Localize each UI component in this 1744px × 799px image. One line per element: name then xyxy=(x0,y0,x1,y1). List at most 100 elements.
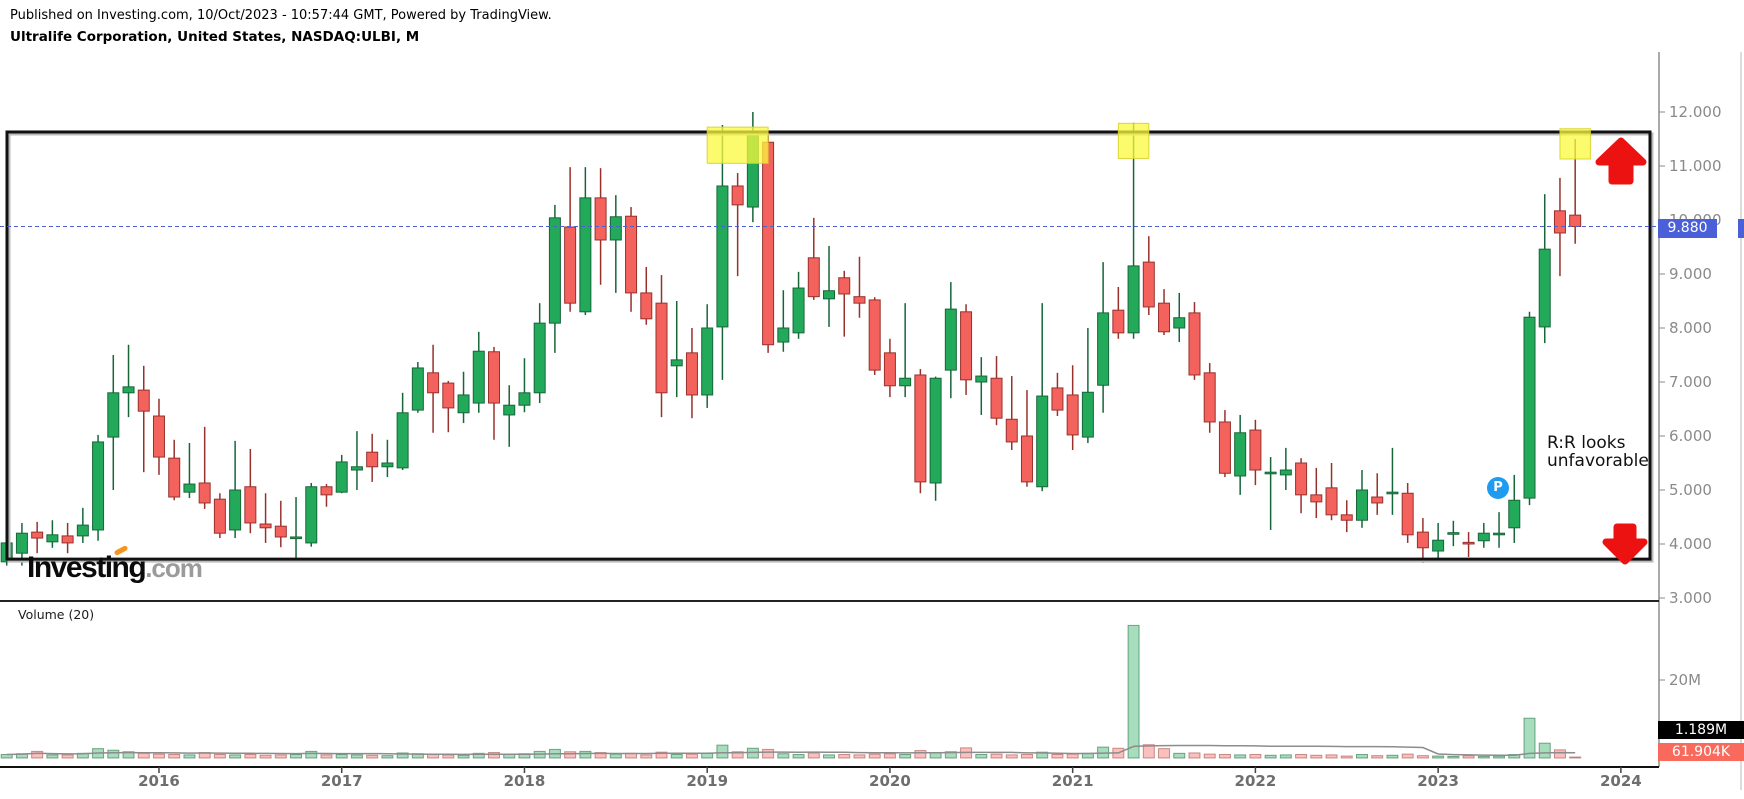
current-volume-badge: 61.904K xyxy=(1658,743,1744,761)
candle-body xyxy=(381,462,394,468)
price-tick-label: 9.000 xyxy=(1669,265,1712,283)
candle-body xyxy=(1036,395,1049,488)
volume-bar xyxy=(46,754,59,759)
volume-bar xyxy=(1355,753,1368,759)
volume-bar xyxy=(929,752,942,759)
volume-bar xyxy=(1218,753,1231,759)
candle-body xyxy=(487,351,500,404)
p-pin-marker[interactable]: P xyxy=(1487,477,1509,499)
volume-bar xyxy=(777,753,790,759)
resistance-box[interactable] xyxy=(5,130,1652,561)
volume-bar xyxy=(701,752,714,759)
candle-body xyxy=(244,486,257,524)
volume-bar xyxy=(1279,754,1292,759)
candle-body xyxy=(777,327,790,343)
volume-bar xyxy=(1066,753,1079,759)
volume-bar xyxy=(487,752,500,759)
candle-body xyxy=(853,296,866,304)
candle-body xyxy=(472,350,485,404)
volume-bar xyxy=(1051,753,1064,759)
volume-bar xyxy=(609,753,622,759)
candle-body xyxy=(685,352,698,396)
candle-body xyxy=(76,524,89,537)
candle-body xyxy=(107,392,120,438)
candle-body xyxy=(1142,261,1155,308)
candle-body xyxy=(670,359,683,367)
volume-bar xyxy=(1249,753,1262,759)
candle-body xyxy=(1523,316,1536,499)
candle-body xyxy=(1127,265,1140,334)
volume-bar xyxy=(213,753,226,759)
candle-body xyxy=(1462,541,1475,545)
candle-body xyxy=(640,292,653,320)
year-label: 2019 xyxy=(686,772,728,790)
candle-body xyxy=(762,141,775,346)
volume-ma-badge: 1.189M xyxy=(1658,721,1744,739)
candle-body xyxy=(929,377,942,484)
volume-bar xyxy=(762,748,775,759)
candle-body xyxy=(137,389,150,412)
candle-body xyxy=(625,215,638,294)
candle-body xyxy=(15,532,28,554)
candle-body xyxy=(152,415,165,458)
down-arrow-icon[interactable] xyxy=(1602,523,1648,565)
candle-body xyxy=(1340,514,1353,521)
volume-bar xyxy=(640,754,653,759)
volume-bar xyxy=(1203,753,1216,759)
volume-bar xyxy=(1340,755,1353,759)
candle-body xyxy=(1386,491,1399,495)
candle-body xyxy=(701,327,714,396)
candle-body xyxy=(1203,372,1216,423)
candle-body xyxy=(564,226,577,304)
volume-bar xyxy=(1325,754,1338,759)
candle-body xyxy=(46,534,59,543)
volume-bar xyxy=(899,753,912,759)
volume-bar xyxy=(594,752,607,759)
yellow-highlight-zone[interactable] xyxy=(1117,122,1150,159)
volume-bar xyxy=(1493,755,1506,759)
price-tick-label: 6.000 xyxy=(1669,427,1712,445)
candle-body xyxy=(594,197,607,241)
volume-bar xyxy=(335,753,348,759)
price-tick-label: 8.000 xyxy=(1669,319,1712,337)
volume-bar xyxy=(1447,755,1460,759)
volume-bar xyxy=(1173,752,1186,759)
volume-bar xyxy=(1477,755,1490,759)
volume-bar xyxy=(1020,753,1033,759)
candle-body xyxy=(1264,471,1277,475)
yellow-highlight-zone[interactable] xyxy=(706,126,769,164)
volume-bar xyxy=(61,754,74,759)
volume-bar xyxy=(1508,753,1521,759)
candle-body xyxy=(122,386,135,394)
candle-body xyxy=(1081,391,1094,438)
volume-bar xyxy=(1462,755,1475,759)
candle-body xyxy=(1310,494,1323,503)
yellow-highlight-zone[interactable] xyxy=(1559,128,1591,160)
candle-body xyxy=(229,489,242,531)
volume-bar xyxy=(1386,754,1399,759)
year-label: 2018 xyxy=(504,772,546,790)
candle-body xyxy=(350,466,363,471)
candle-body xyxy=(944,308,957,371)
volume-ma-line xyxy=(6,744,1576,757)
published-line: Published on Investing.com, 10/Oct/2023 … xyxy=(10,8,552,23)
volume-bar xyxy=(1401,753,1414,759)
candle-body xyxy=(1569,214,1582,227)
candle-body xyxy=(1508,499,1521,529)
candle-body xyxy=(792,287,805,334)
year-label: 2024 xyxy=(1600,772,1642,790)
year-label: 2023 xyxy=(1417,772,1459,790)
candle-body xyxy=(1401,492,1414,536)
last-price-edge-marker xyxy=(1738,219,1744,238)
volume-bar xyxy=(1523,717,1536,759)
volume-bar xyxy=(853,754,866,759)
volume-bar xyxy=(1371,755,1384,759)
candle-body xyxy=(31,531,44,539)
candle-body xyxy=(823,290,836,300)
price-tick-label: 4.000 xyxy=(1669,535,1712,553)
candle-body xyxy=(198,482,211,504)
up-arrow-icon[interactable] xyxy=(1595,137,1647,185)
investing-logo-text: Investing xyxy=(27,551,147,584)
candle-body xyxy=(990,377,1003,419)
